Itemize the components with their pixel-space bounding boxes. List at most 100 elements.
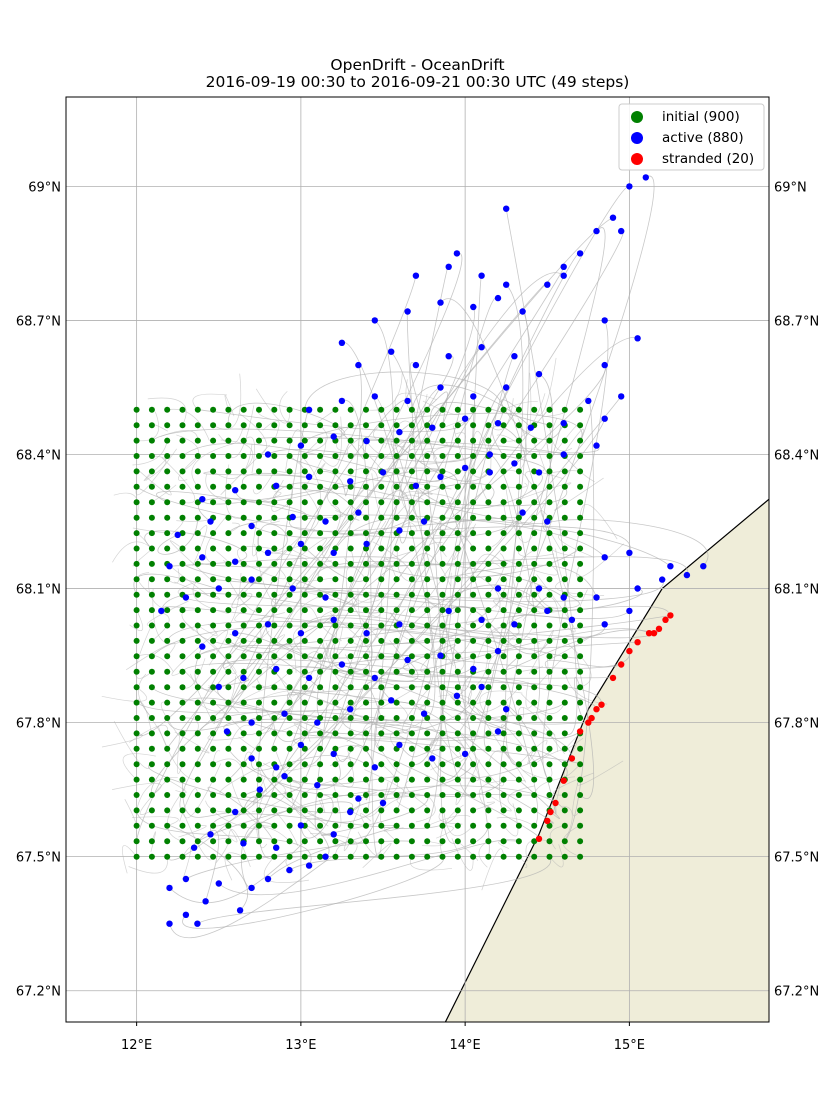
trajectory-line [562,805,573,842]
initial-point [577,591,584,598]
initial-point [148,730,155,737]
initial-point [332,483,339,490]
initial-point [408,499,415,506]
initial-point [317,653,324,660]
initial-point [531,668,538,675]
initial-point [179,637,186,644]
trajectory-line [205,474,229,503]
initial-point [454,776,461,783]
initial-point [332,761,339,768]
initial-point [332,838,339,845]
trajectory-line [132,527,168,534]
trajectory-line [376,719,388,747]
initial-point [577,745,584,752]
initial-point [194,622,201,629]
active-point [503,205,510,212]
trajectory-line [228,522,240,534]
trajectory-line [555,548,581,597]
initial-point [515,715,522,721]
trajectory-line [208,685,239,713]
trajectory-line [136,810,312,866]
initial-point [256,437,262,444]
initial-point [317,838,324,845]
initial-point [240,730,247,737]
active-point [503,281,510,288]
trajectory-line [542,320,609,780]
initial-point [500,406,507,413]
initial-point [439,637,446,644]
initial-point [424,715,431,721]
initial-point [286,499,293,506]
initial-point [317,792,324,798]
trajectory-line [300,794,334,839]
trajectory-line [208,630,229,666]
active-point [379,469,387,476]
stranded-point [552,799,559,807]
initial-point [531,807,538,814]
initial-point [148,499,155,506]
initial-point [164,807,171,814]
initial-point [393,792,400,798]
initial-point [347,591,354,598]
trajectory-line [136,654,174,672]
initial-point [561,853,568,860]
trajectory-line [420,455,470,465]
y-tick-label-left-3: 68.1°N [16,583,61,598]
trajectory-line [286,763,321,772]
initial-point [317,468,324,475]
initial-point [148,591,155,598]
trajectory-line [139,778,169,815]
active-point [494,420,502,427]
initial-point [133,853,140,860]
initial-point [332,792,339,798]
initial-point [531,576,538,583]
initial-point [454,822,461,829]
initial-point [515,838,522,845]
trajectory-line [426,735,440,761]
initial-point [408,745,415,752]
trajectory-line [411,384,532,428]
initial-point [347,715,354,721]
initial-point [148,668,155,675]
active-point [223,728,231,735]
active-point [429,424,436,431]
initial-point [286,545,293,552]
initial-point [439,730,446,737]
initial-point [194,653,201,660]
stranded-point [593,706,600,713]
trajectory-line [256,794,265,842]
active-point [404,656,411,664]
initial-point [133,822,140,829]
trajectory-line [176,732,183,775]
trajectory-line [113,720,153,769]
active-point [232,630,239,637]
initial-point [393,730,400,737]
active-point [371,674,378,682]
initial-point [133,453,140,459]
initial-point [378,514,385,521]
trajectory-line [383,825,404,832]
initial-point [470,560,477,567]
trajectory-line [401,491,433,518]
active-point [297,741,305,749]
initial-point [133,483,140,490]
trajectory-line [244,563,286,580]
initial-point [133,576,140,583]
initial-point [561,684,568,691]
active-point [347,808,354,816]
initial-point [332,499,339,506]
initial-point [240,453,247,459]
initial-point [194,576,201,583]
initial-point [225,792,232,798]
active-point [273,844,280,851]
initial-point [286,483,293,490]
initial-point [179,761,186,768]
initial-point [225,761,232,768]
initial-point [470,483,477,490]
active-point [158,607,165,615]
initial-point [546,838,553,845]
initial-point [271,514,278,521]
initial-point [500,437,507,444]
trajectory-line [136,777,178,811]
initial-point [408,576,415,583]
